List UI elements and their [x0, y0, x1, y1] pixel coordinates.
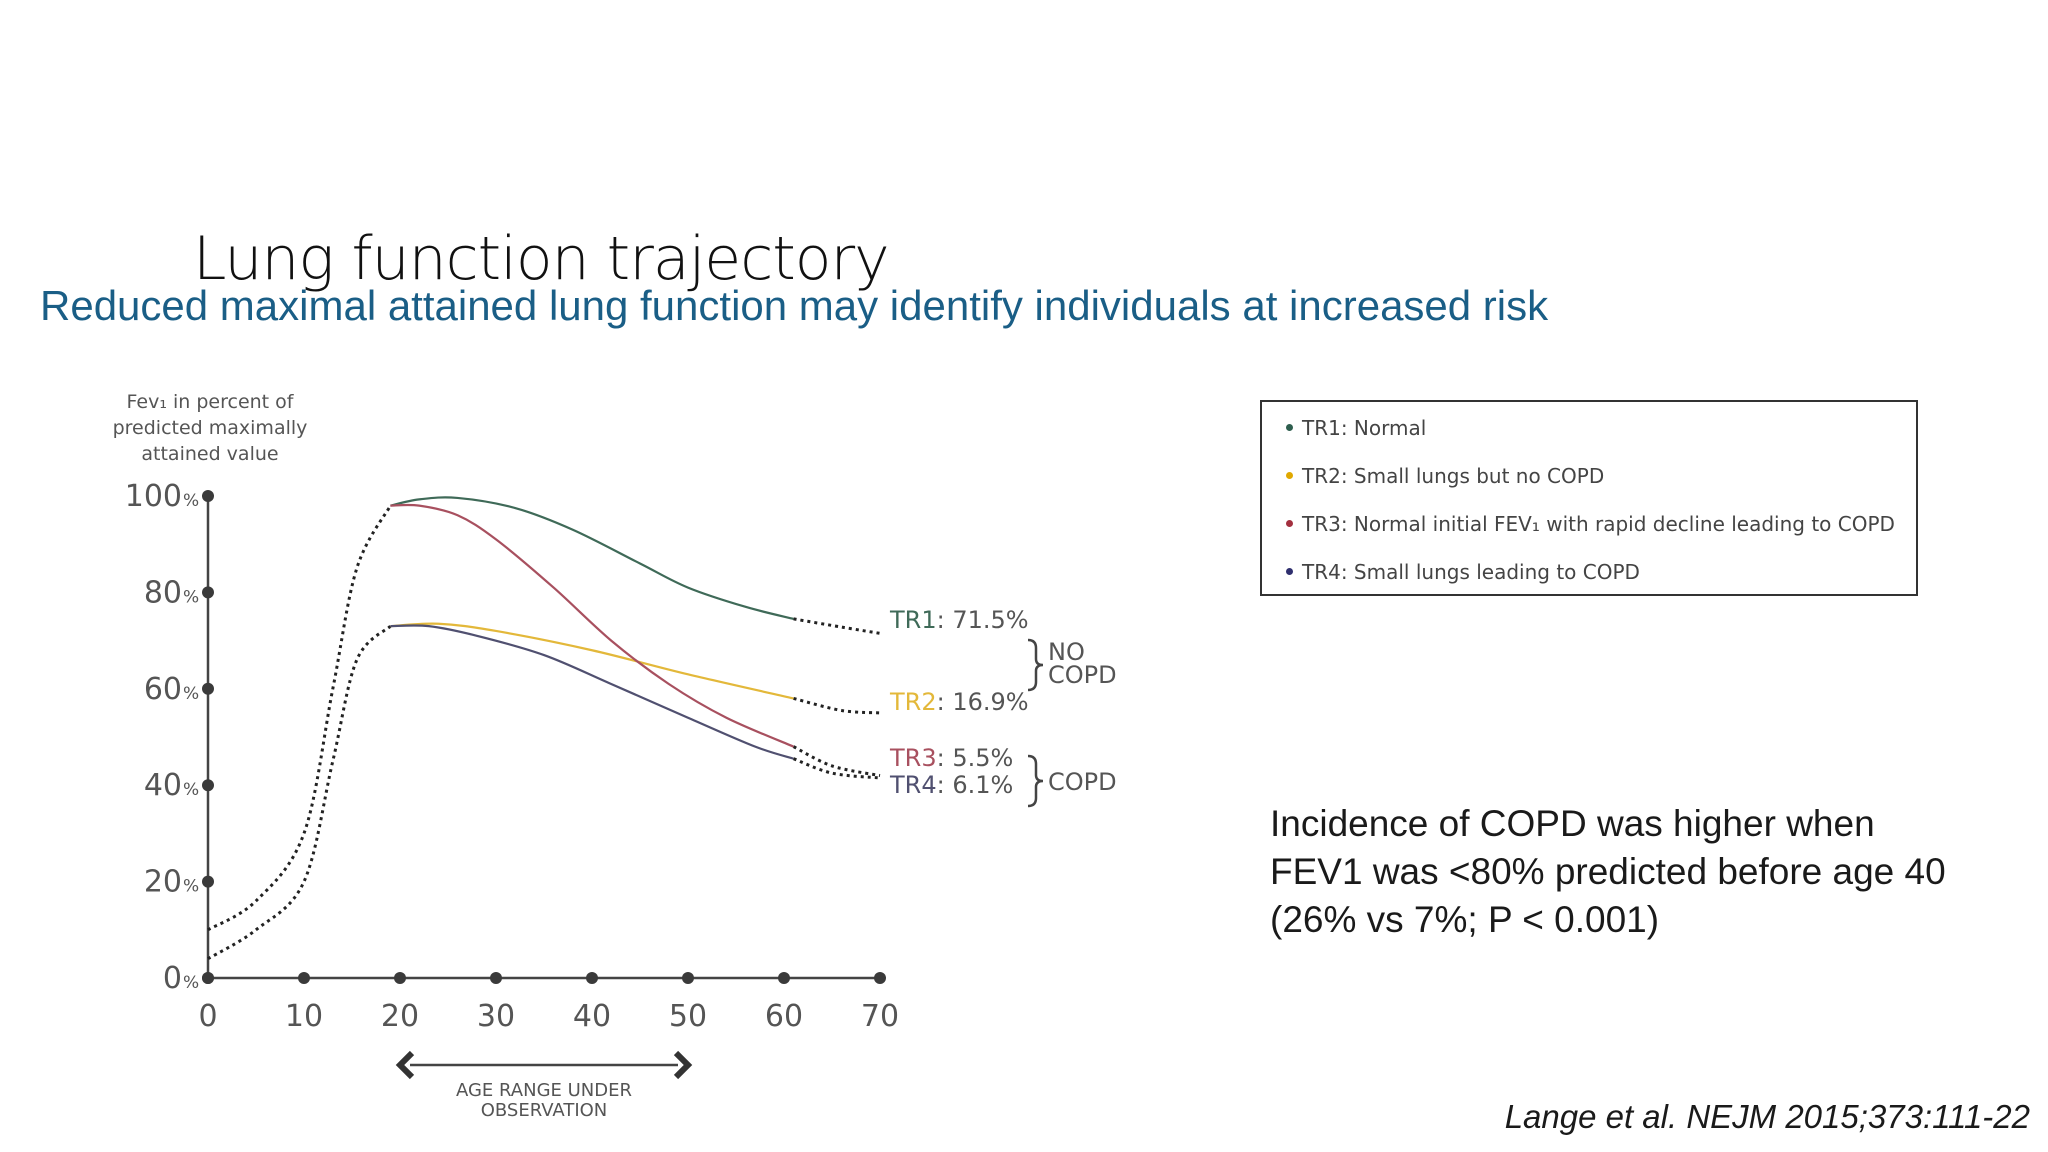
- y-tick-label: 40: [144, 768, 182, 803]
- slide-subtitle: Reduced maximal attained lung function m…: [40, 282, 1549, 329]
- legend-label-tr3: TR3: Normal initial FEV₁ with rapid decl…: [1302, 512, 1895, 536]
- citation: Lange et al. NEJM 2015;373:111-22: [1504, 1098, 2030, 1135]
- series-tr2-early-dotted: [207, 624, 392, 961]
- y-tick-dot: [202, 779, 214, 792]
- x-tick-dot: [202, 972, 214, 984]
- lung-function-chart: Fev₁ in percent of predicted maximally att…: [113, 391, 1117, 1121]
- series-tr2-late-dotted: [793, 696, 881, 715]
- series-tr1-late-dotted: [793, 617, 881, 635]
- group-label-no-copd-line: NO: [1048, 638, 1085, 666]
- legend-dot-tr1: [1286, 424, 1293, 431]
- x-tick-dot: [586, 972, 598, 984]
- legend: TR1: Normal TR2: Small lungs but no COPD…: [1260, 400, 1918, 596]
- x-tick-dot: [682, 972, 694, 984]
- legend-item-tr1: TR1: Normal: [1286, 416, 1426, 440]
- x-tick-dot: [394, 972, 406, 984]
- x-tick-label: 40: [573, 999, 611, 1034]
- y-tick-dot: [202, 490, 214, 502]
- x-tick-label: 10: [285, 999, 323, 1034]
- x-axis-title-line: AGE RANGE UNDER: [456, 1080, 632, 1101]
- y-tick-unit: %: [183, 780, 199, 800]
- series-tr4-line: [390, 624, 794, 760]
- y-tick-unit: %: [183, 877, 199, 897]
- series-tr3-end-label: TR3: 5.5%: [889, 744, 1013, 772]
- y-tick-label: 20: [144, 865, 182, 900]
- group-label-no-copd-line: COPD: [1048, 661, 1117, 689]
- group-brace-no-copd: [1027, 638, 1044, 692]
- series-tr1-end-label: TR1: 71.5%: [889, 606, 1029, 634]
- y-axis-title-line: predicted maximally: [113, 417, 308, 439]
- series-tr4-end-label: TR4: 6.1%: [889, 771, 1013, 799]
- x-tick-label: 70: [861, 999, 899, 1034]
- legend-item-tr2: TR2: Small lungs but no COPD: [1286, 464, 1604, 488]
- series-tr1-line: [390, 496, 794, 620]
- x-tick-dot: [490, 972, 502, 984]
- legend-dot-tr3: [1286, 520, 1293, 527]
- y-tick-label: 80: [144, 575, 182, 610]
- x-tick-dot: [298, 972, 310, 984]
- finding-line-2: FEV1 was <80% predicted before age 40: [1270, 851, 1946, 892]
- y-tick-unit: %: [183, 491, 199, 511]
- finding-line-1: Incidence of COPD was higher when: [1270, 803, 1875, 844]
- series-tr3-line: [390, 503, 795, 748]
- legend-dot-tr4: [1286, 568, 1293, 575]
- y-tick-label: 60: [144, 672, 182, 707]
- group-brace-copd: [1027, 754, 1044, 808]
- y-tick-label: 100: [125, 479, 182, 514]
- y-tick-dot: [202, 586, 214, 599]
- x-tick-dot: [874, 972, 886, 984]
- finding-text: Incidence of COPD was higher when FEV1 w…: [1270, 800, 2030, 944]
- y-tick-unit: %: [183, 587, 199, 607]
- legend-dot-tr2: [1286, 472, 1293, 479]
- y-tick-dot: [202, 875, 214, 888]
- y-axis-title-line: attained value: [141, 443, 278, 465]
- x-axis-title-line: OBSERVATION: [481, 1100, 608, 1121]
- observation-range-left-arrow: [395, 1050, 415, 1080]
- series-tr4-late-dotted: [793, 757, 881, 780]
- x-tick-label: 20: [381, 999, 419, 1034]
- y-tick-unit: %: [183, 973, 199, 993]
- series-tr2-line: [390, 622, 794, 700]
- x-tick-label: 0: [198, 999, 217, 1034]
- x-tick-label: 50: [669, 999, 707, 1034]
- legend-label-tr2: TR2: Small lungs but no COPD: [1302, 464, 1605, 488]
- series-tr2-end-label: TR2: 16.9%: [889, 688, 1029, 716]
- observation-range-right-arrow: [673, 1050, 693, 1080]
- legend-label-tr4: TR4: Small lungs leading to COPD: [1302, 560, 1640, 584]
- y-tick-dot: [202, 682, 214, 695]
- x-tick-label: 30: [477, 999, 515, 1034]
- group-label-copd-line: COPD: [1048, 768, 1117, 796]
- series-tr3-late-dotted: [792, 745, 881, 778]
- slide-title: Lung function trajectory: [193, 224, 890, 294]
- y-axis-title-line: Fev₁ in percent of: [127, 391, 295, 413]
- x-tick-dot: [778, 972, 790, 984]
- y-tick-label: 0: [163, 961, 182, 996]
- x-tick-label: 60: [765, 999, 803, 1034]
- legend-label-tr1: TR1: Normal: [1302, 416, 1427, 440]
- finding-line-3: (26% vs 7%; P < 0.001): [1270, 899, 1660, 940]
- legend-item-tr4: TR4: Small lungs leading to COPD: [1286, 560, 1640, 584]
- legend-item-tr3: TR3: Normal initial FEV₁ with rapid decl…: [1286, 512, 1895, 536]
- y-tick-unit: %: [183, 684, 199, 704]
- series-tr1-early-dotted: [207, 504, 392, 932]
